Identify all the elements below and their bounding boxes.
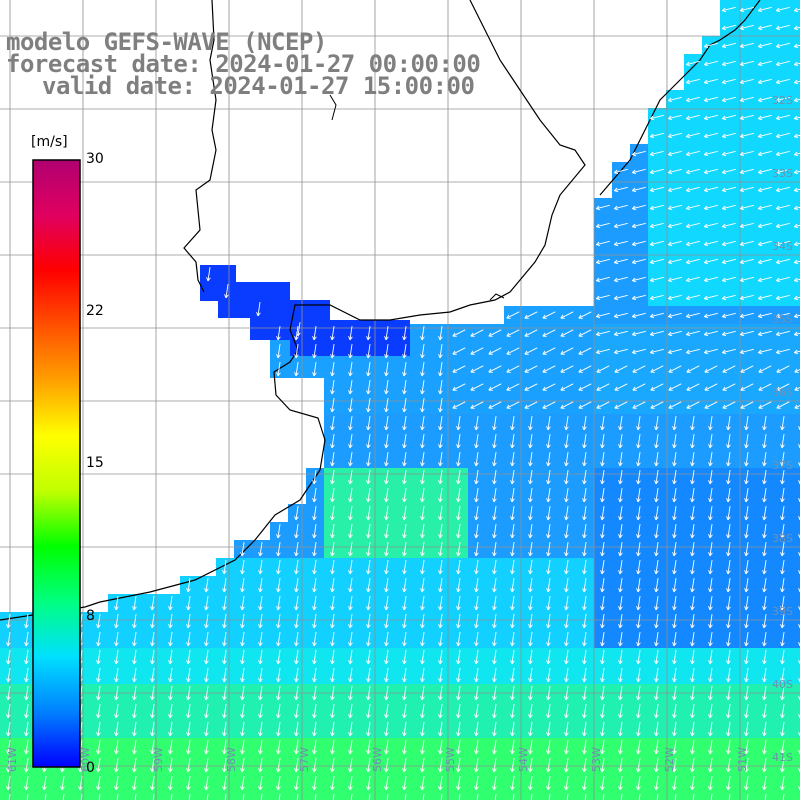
coastline [0, 0, 761, 621]
colorbar-gradient [32, 159, 81, 768]
wind-direction-arrows [6, 6, 800, 800]
lon-label: 59W [152, 747, 165, 772]
colorbar-tick-15: 15 [86, 455, 104, 471]
colorbar-tick-30: 30 [86, 151, 104, 167]
title-forecast-date: forecast date: 2024-01-27 00:00:00 [6, 50, 481, 78]
lat-label: 39S [772, 605, 793, 618]
lon-label: 52W [663, 747, 676, 772]
lon-label: 51W [736, 747, 749, 772]
lat-label: 34S [772, 240, 793, 253]
colorbar-tick-0: 0 [86, 760, 95, 776]
lon-label: 57W [298, 747, 311, 772]
title-valid-date: valid date: 2024-01-27 15:00:00 [42, 72, 475, 100]
lon-label: 61W [6, 747, 19, 772]
lon-label: 58W [225, 747, 238, 772]
colorbar-unit: [m/s] [31, 134, 68, 150]
lat-label: 38S [772, 532, 793, 545]
lat-label: 41S [772, 751, 793, 764]
lat-label: 36S [772, 386, 793, 399]
title-model: modelo GEFS-WAVE (NCEP) [6, 28, 327, 56]
lon-label: 56W [371, 747, 384, 772]
lon-label: 54W [517, 747, 530, 772]
lon-label: 60W [79, 747, 92, 772]
grid-coordinate-labels: 32S 33S 34S 35S 36S 37S 38S 39S 40S 41S 61W 60W 59W 5… [6, 94, 793, 772]
lon-label: 53W [590, 747, 603, 772]
colorbar-tick-8: 8 [86, 608, 95, 624]
lat-label: 40S [772, 678, 793, 691]
lat-label: 37S [772, 459, 793, 472]
lon-label: 55W [444, 747, 457, 772]
lat-label: 35S [772, 313, 793, 326]
colorbar [32, 159, 81, 768]
lat-label: 33S [772, 167, 793, 180]
colorbar-tick-22: 22 [86, 303, 104, 319]
lat-label: 32S [772, 94, 793, 107]
